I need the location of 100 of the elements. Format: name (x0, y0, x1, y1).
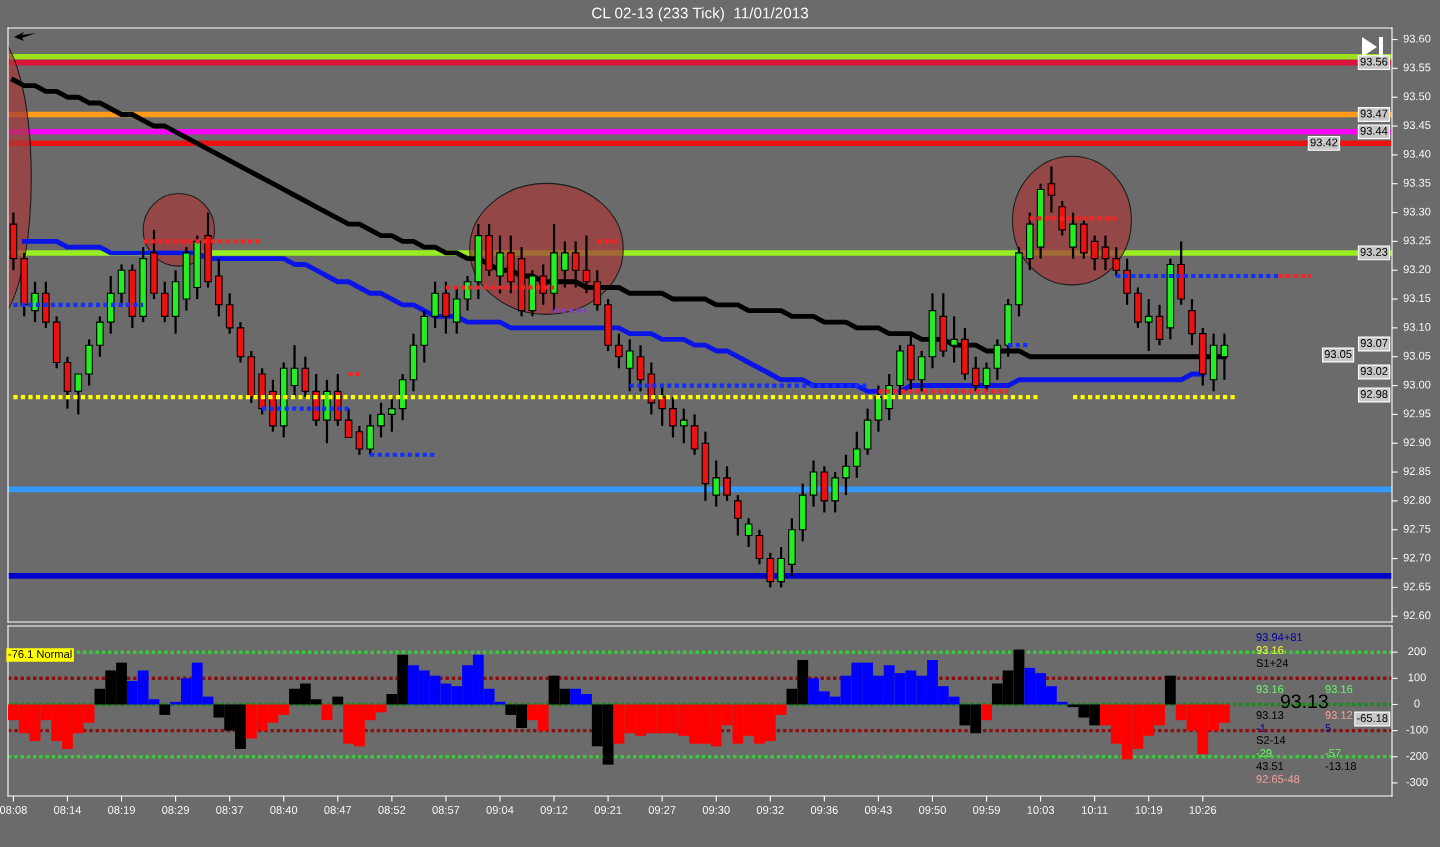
candlestick (744, 517, 753, 549)
annotation: 93.16 (1325, 685, 1353, 693)
annotation: S2-14 (1256, 736, 1286, 744)
candlestick (1123, 257, 1131, 306)
candlestick (809, 459, 818, 508)
candlestick (766, 551, 775, 589)
candlestick (366, 413, 375, 456)
y-tick-label: 93.40 (1403, 149, 1431, 158)
annotation: -76.1 Normal (8, 649, 72, 658)
candlestick (1155, 303, 1164, 347)
candlestick (874, 384, 883, 433)
ref-line-label: 93.56 (1360, 57, 1388, 66)
candlestick (290, 344, 299, 399)
y-tick-label: 93.55 (1403, 63, 1431, 72)
bar (1164, 675, 1176, 705)
annotation: 93.02 (1360, 367, 1388, 375)
annotation: 93.05 (1324, 350, 1352, 358)
candlestick (561, 240, 569, 289)
y-tick-label: 92.65 (1403, 582, 1431, 591)
annotation: 93.07 (1360, 339, 1388, 347)
chart-title: CL 02-13 (233 Tick) 11/01/2013 (592, 7, 809, 22)
candlestick (1069, 211, 1077, 260)
x-tick-label: 10:26 (1189, 806, 1217, 814)
annotation: -13.18 (1325, 762, 1357, 770)
y-tick-label: 92.80 (1403, 496, 1431, 504)
bar (321, 704, 333, 721)
y-tick-label: -200 (1406, 751, 1428, 760)
annotation: 93.16 (1256, 685, 1284, 693)
candlestick (1188, 297, 1196, 347)
y-tick-label: -100 (1406, 725, 1428, 734)
annotation: 93.13 (1256, 711, 1284, 719)
y-tick-label: 93.05 (1403, 351, 1431, 360)
bar (981, 704, 992, 721)
candlestick (431, 280, 439, 329)
y-tick-label: 93.15 (1403, 294, 1431, 303)
y-tick-label: 0 (1414, 699, 1420, 708)
x-tick-label: 09:32 (756, 806, 784, 814)
candlestick (593, 269, 602, 312)
candlestick (669, 395, 677, 439)
ref-line-label: 93.47 (1360, 109, 1388, 118)
x-tick-label: 08:29 (162, 806, 189, 814)
x-tick-label: 08:57 (432, 806, 460, 814)
y-tick-label: 92.60 (1403, 611, 1431, 620)
x-tick-label: 09:04 (486, 806, 514, 814)
ref-line-label: 93.23 (1360, 248, 1388, 256)
candlestick (96, 315, 104, 358)
x-tick-label: 08:47 (324, 806, 352, 814)
x-tick-label: 08:19 (108, 806, 135, 814)
x-tick-label: 08:40 (270, 806, 298, 814)
candlestick (1047, 165, 1056, 214)
candlestick (679, 407, 688, 445)
annotation: 93.13 (1280, 694, 1328, 709)
annotation: -57 (1325, 749, 1341, 757)
candlestick (225, 292, 234, 335)
x-tick-label: 09:12 (540, 806, 568, 814)
bar (159, 704, 171, 715)
x-tick-label: 09:21 (594, 806, 622, 814)
candlestick (636, 344, 645, 393)
y-tick-label: 93.25 (1403, 236, 1431, 245)
y-tick-label: 92.75 (1403, 524, 1431, 533)
annotation: -65.18 (1356, 714, 1388, 722)
annotation: 93.94+81 (1256, 633, 1303, 641)
annotation: S1+24 (1256, 659, 1289, 667)
candlestick (712, 459, 721, 508)
candlestick (734, 494, 742, 537)
annotation: 92.98 (1360, 390, 1388, 398)
x-tick-label: 08:52 (378, 806, 406, 814)
candlestick (160, 280, 169, 324)
candlestick (615, 332, 623, 370)
annotation: 5 (1325, 724, 1331, 732)
x-tick-label: 10:11 (1082, 806, 1108, 814)
candlestick (1101, 234, 1110, 272)
candlestick (1090, 234, 1099, 272)
candlestick (755, 528, 764, 566)
candlestick (442, 280, 450, 335)
candlestick (971, 355, 980, 393)
x-tick-label: 08:37 (216, 806, 243, 814)
annotation: 93.12 (1325, 711, 1353, 719)
candlestick (852, 430, 861, 479)
annotation: 43.51 (1256, 762, 1284, 770)
y-tick-label: 93.45 (1403, 121, 1431, 130)
ref-line-label: 93.44 (1360, 126, 1388, 135)
bar (332, 696, 344, 705)
candlestick (74, 372, 83, 416)
x-tick-label: 09:36 (810, 806, 838, 814)
x-tick-label: 08:14 (54, 806, 82, 814)
y-tick-label: 92.85 (1403, 467, 1431, 476)
y-tick-label: 200 (1408, 647, 1426, 656)
candlestick (117, 263, 126, 306)
annotation: 93.16 (1256, 646, 1284, 654)
x-tick-label: 09:27 (648, 806, 676, 814)
x-tick-label: 09:59 (973, 806, 1000, 814)
candlestick (777, 545, 785, 589)
candlestick (1144, 297, 1153, 353)
annotation: 92.65-48 (1256, 775, 1300, 783)
y-tick-label: 93.35 (1403, 178, 1431, 187)
y-tick-label: 93.10 (1403, 323, 1431, 331)
x-tick-label: 08:08 (0, 806, 27, 814)
x-tick-label: 09:50 (919, 806, 946, 814)
annotation: -1 (1256, 724, 1266, 732)
